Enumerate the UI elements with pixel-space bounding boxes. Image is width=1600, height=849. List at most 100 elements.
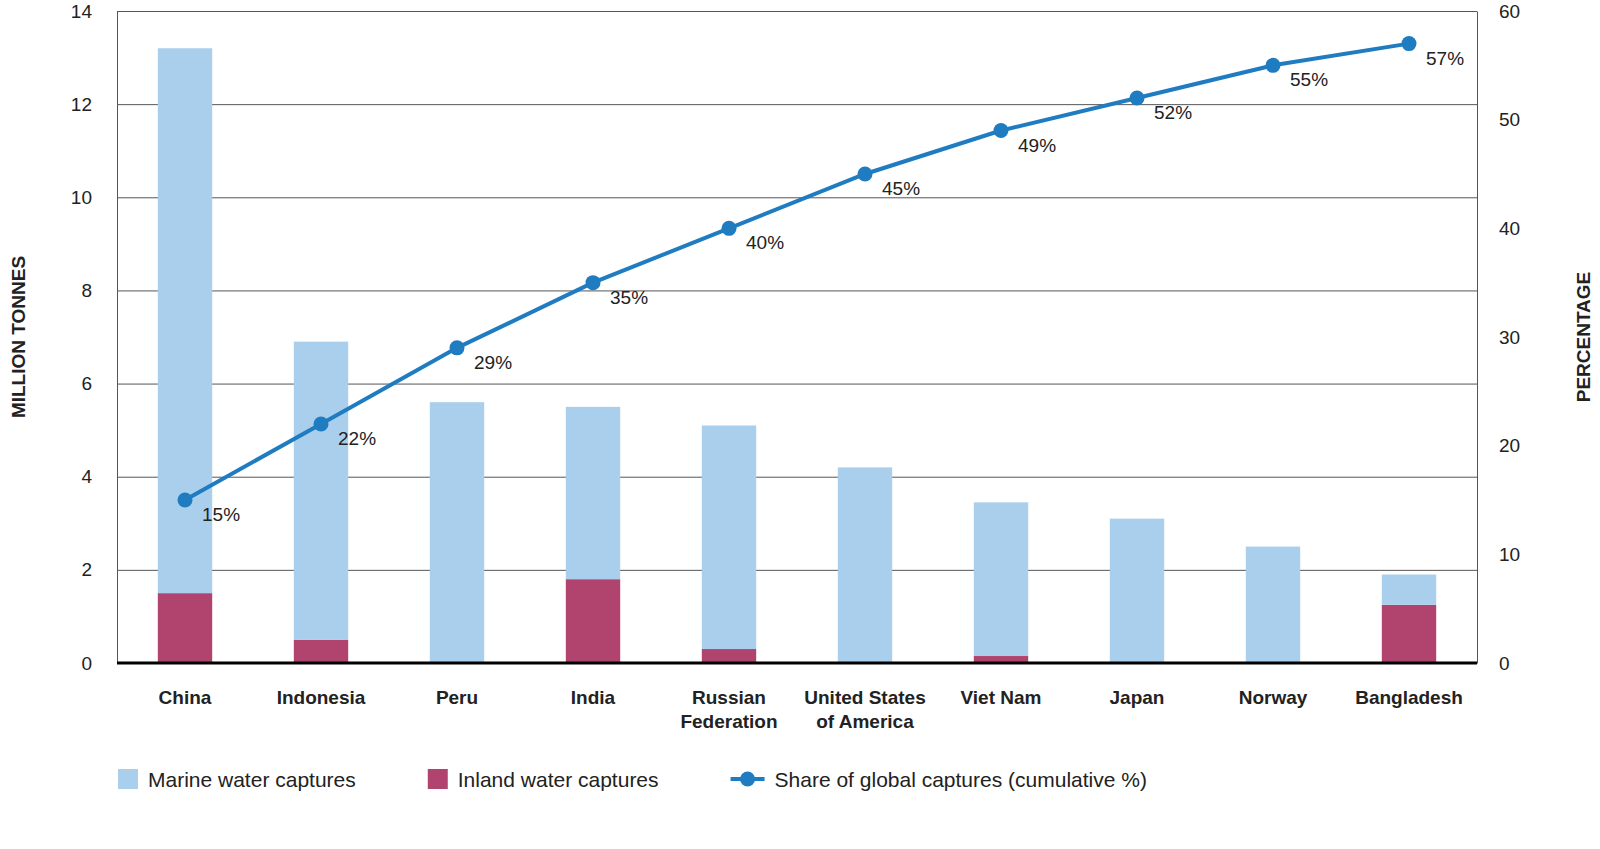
y2-tick: 40 bbox=[1477, 218, 1520, 239]
bar bbox=[702, 649, 756, 663]
bar bbox=[702, 425, 756, 649]
legend-swatch bbox=[428, 769, 448, 789]
legend-item: Marine water captures bbox=[118, 768, 356, 791]
y-axis: 0 2 4 6 8 10 12 14 bbox=[71, 1, 1477, 674]
bar bbox=[1110, 519, 1164, 663]
x-tick: India bbox=[571, 663, 616, 708]
x-tick-label-line: Peru bbox=[436, 687, 478, 708]
bar bbox=[430, 402, 484, 663]
y2-tick-label: 30 bbox=[1499, 327, 1520, 348]
x-tick-label-line: India bbox=[571, 687, 616, 708]
y-tick-label: 2 bbox=[81, 559, 92, 580]
x-tick-label: United Statesof America bbox=[804, 687, 925, 732]
x-tick: Bangladesh bbox=[1355, 663, 1463, 708]
y2-tick-label: 60 bbox=[1499, 1, 1520, 22]
x-tick-label: China bbox=[159, 687, 212, 708]
legend-swatch-marker bbox=[740, 772, 755, 787]
marker bbox=[314, 416, 329, 431]
x-tick-label: Viet Nam bbox=[961, 687, 1042, 708]
marker bbox=[1402, 36, 1417, 51]
y-tick: 6 bbox=[81, 373, 1477, 394]
x-tick-label-line: Federation bbox=[680, 711, 777, 732]
x-tick-label-line: Viet Nam bbox=[961, 687, 1042, 708]
data-labels: 15%22%29%35%40%45%49%52%55%57% bbox=[202, 48, 1464, 525]
line-series bbox=[178, 36, 1417, 507]
x-axis: China Indonesia Peru India Russian Federation… bbox=[117, 663, 1477, 732]
bar-series bbox=[158, 48, 1436, 663]
y-tick-label: 6 bbox=[81, 373, 92, 394]
y-tick-label: 8 bbox=[81, 280, 92, 301]
x-tick-label: Russian Federation bbox=[680, 687, 777, 732]
bar bbox=[294, 342, 348, 640]
y-axis-line bbox=[118, 12, 1478, 664]
marker bbox=[722, 221, 737, 236]
y2-tick-label: 40 bbox=[1499, 218, 1520, 239]
bar-series bbox=[158, 579, 1436, 663]
marker bbox=[586, 275, 601, 290]
y2-axis-line bbox=[1477, 12, 1478, 664]
data-label: 49% bbox=[1018, 135, 1056, 156]
y-tick-label: 4 bbox=[81, 466, 92, 487]
x-tick-label: Peru bbox=[436, 687, 478, 708]
plot-area bbox=[158, 36, 1436, 663]
x-tick: Viet Nam bbox=[961, 663, 1042, 708]
y2-tick: 50 bbox=[1477, 109, 1520, 130]
y-tick-label: 12 bbox=[71, 94, 92, 115]
x-tick-label: Indonesia bbox=[277, 687, 366, 708]
marker bbox=[1130, 90, 1145, 105]
y2-tick: 20 bbox=[1477, 435, 1520, 456]
bar bbox=[838, 467, 892, 663]
y-tick-label: 10 bbox=[71, 187, 92, 208]
y2-tick-label: 50 bbox=[1499, 109, 1520, 130]
grid-line bbox=[117, 11, 1477, 12]
legend-item: Share of global captures (cumulative %) bbox=[731, 768, 1147, 791]
y2-tick: 30 bbox=[1477, 327, 1520, 348]
chart: 0 2 4 6 8 10 12 140 10 20 30 40 50 60 MILLION TONNES PE… bbox=[0, 0, 1600, 849]
x-tick-label: Norway bbox=[1239, 687, 1308, 708]
x-tick: China bbox=[159, 663, 212, 708]
x-tick-label: Japan bbox=[1110, 687, 1165, 708]
x-tick-label-line: Bangladesh bbox=[1355, 687, 1463, 708]
data-label: 35% bbox=[610, 287, 648, 308]
legend: Marine water captures Inland water captur… bbox=[118, 768, 1147, 791]
marker bbox=[858, 167, 873, 182]
x-tick-label-line: Japan bbox=[1110, 687, 1165, 708]
legend-swatch bbox=[118, 769, 138, 789]
y2-tick-label: 10 bbox=[1499, 544, 1520, 565]
bar bbox=[1382, 605, 1436, 663]
x-tick: Indonesia bbox=[277, 663, 366, 708]
y-tick: 14 bbox=[71, 1, 1477, 22]
grid-line bbox=[117, 104, 1477, 105]
y2-axis: 0102030405060 bbox=[1477, 1, 1520, 674]
bar bbox=[1246, 547, 1300, 663]
data-label: 55% bbox=[1290, 69, 1328, 90]
data-label: 52% bbox=[1154, 102, 1192, 123]
y-tick: 8 bbox=[81, 280, 1477, 301]
data-label: 15% bbox=[202, 504, 240, 525]
x-tick-label-line: China bbox=[159, 687, 212, 708]
data-label: 57% bbox=[1426, 48, 1464, 69]
legend-label: Marine water captures bbox=[148, 768, 356, 791]
x-tick: Peru bbox=[436, 663, 478, 708]
data-label: 40% bbox=[746, 232, 784, 253]
grid-line bbox=[117, 290, 1477, 291]
x-tick: Japan bbox=[1110, 663, 1165, 708]
x-tick-label-line: Russian bbox=[692, 687, 766, 708]
bar bbox=[158, 593, 212, 663]
y2-axis-title: PERCENTAGE bbox=[1573, 272, 1594, 403]
marker bbox=[1266, 58, 1281, 73]
marker bbox=[450, 340, 465, 355]
y-tick: 10 bbox=[71, 187, 1477, 208]
x-tick: Russian Federation bbox=[680, 663, 777, 732]
x-tick-label-line: United States bbox=[804, 687, 925, 708]
x-tick: United Statesof America bbox=[804, 663, 925, 732]
y-tick-label: 0 bbox=[81, 653, 92, 674]
bar bbox=[294, 640, 348, 663]
bar bbox=[566, 407, 620, 579]
legend-item: Inland water captures bbox=[428, 768, 659, 791]
y-axis-title: MILLION TONNES bbox=[8, 256, 29, 418]
y2-tick-label: 20 bbox=[1499, 435, 1520, 456]
grid-line bbox=[117, 197, 1477, 198]
marker bbox=[994, 123, 1009, 138]
y2-tick: 60 bbox=[1477, 1, 1520, 22]
